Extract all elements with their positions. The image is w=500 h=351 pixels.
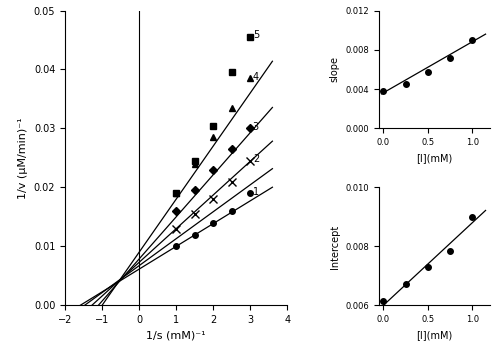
Text: 2: 2 [253, 154, 259, 164]
Text: 1: 1 [253, 187, 259, 197]
X-axis label: [I](mM): [I](mM) [416, 153, 452, 163]
Y-axis label: 1/v (μM/min)⁻¹: 1/v (μM/min)⁻¹ [18, 117, 28, 199]
Text: 3: 3 [253, 122, 259, 132]
Y-axis label: slope: slope [330, 57, 340, 82]
X-axis label: 1/s (mM)⁻¹: 1/s (mM)⁻¹ [146, 331, 206, 341]
Text: 5: 5 [253, 30, 259, 40]
Y-axis label: Intercept: Intercept [330, 224, 340, 269]
X-axis label: [I](mM): [I](mM) [416, 330, 452, 340]
Text: 4: 4 [253, 72, 259, 81]
